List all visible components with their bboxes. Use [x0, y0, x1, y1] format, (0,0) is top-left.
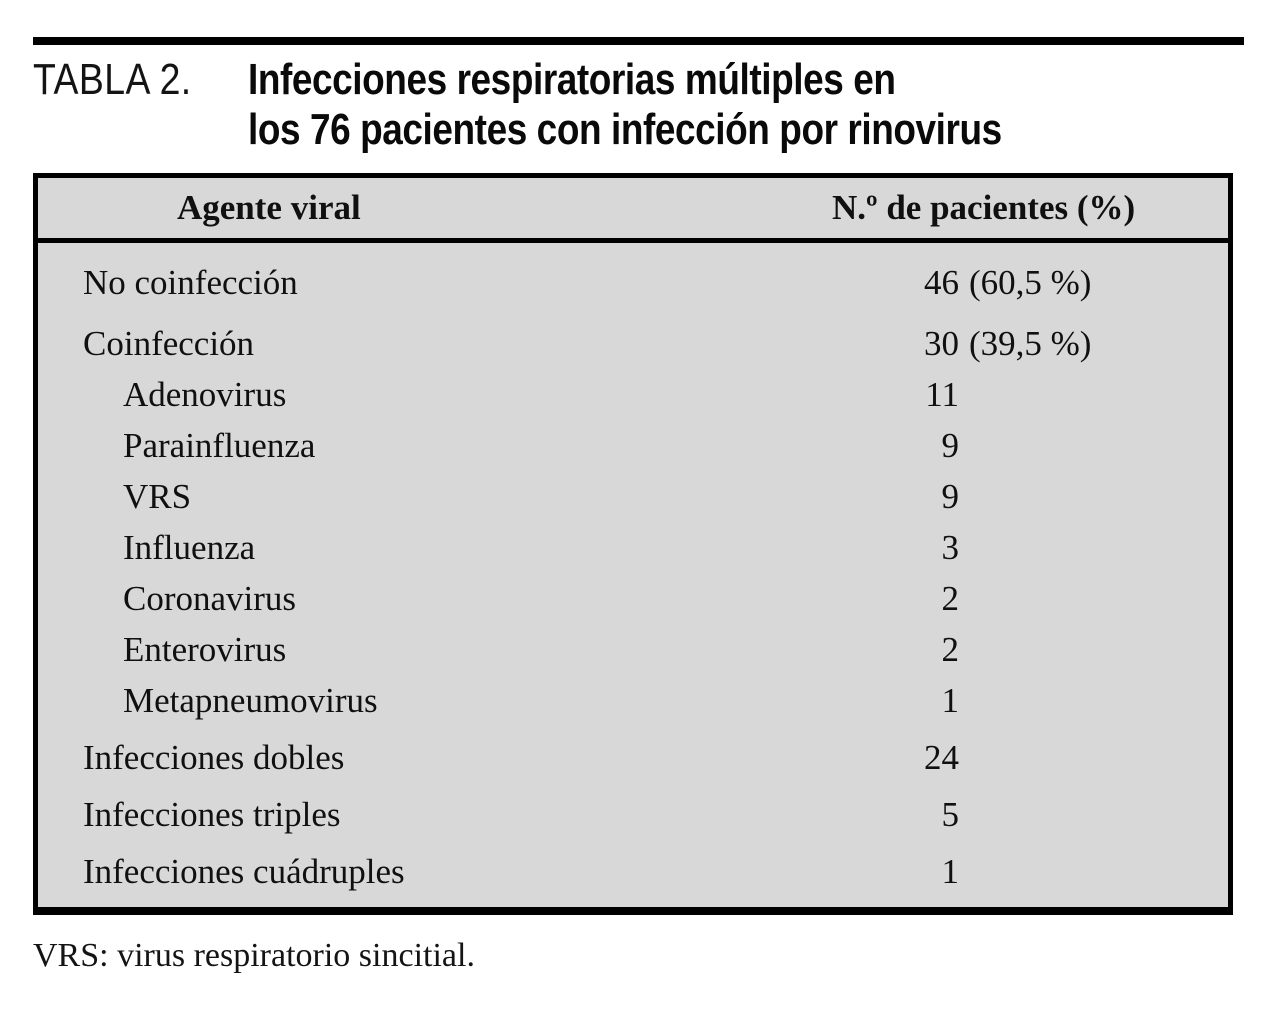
row-count: 9 — [941, 425, 960, 465]
row-value: 46 (60,5 %) — [895, 263, 1091, 303]
table-footnote: VRS: virus respiratorio sincitial. — [33, 937, 475, 974]
row-value: 9 — [895, 426, 969, 466]
top-rule-divider — [33, 37, 1244, 45]
table-row-coronavirus: Coronavirus 2 — [38, 573, 1228, 624]
row-value: 2 — [895, 579, 969, 619]
table-row-infecciones-dobles: Infecciones dobles 24 — [38, 732, 1228, 783]
row-count: 1 — [941, 851, 960, 891]
table-row-adenovirus: Adenovirus 11 — [38, 369, 1228, 420]
row-count: 30 — [924, 323, 959, 363]
row-value: 1 — [895, 681, 969, 721]
row-label: Enterovirus — [123, 629, 287, 669]
row-value: 2 — [895, 630, 969, 670]
row-count: 46 — [924, 262, 959, 302]
row-value: 5 — [895, 795, 969, 835]
row-value: 24 — [895, 738, 969, 778]
table-caption: TABLA 2. Infecciones respiratorias múlti… — [33, 55, 1244, 155]
row-percent: (60,5 %) — [969, 262, 1092, 302]
row-label: Metapneumovirus — [123, 680, 378, 720]
row-label: Coronavirus — [123, 578, 297, 618]
row-label: VRS — [123, 476, 192, 516]
table-caption-label: TABLA 2. — [33, 55, 192, 104]
table-row-coinfeccion: Coinfección 30 (39,5 %) — [38, 318, 1228, 369]
row-count: 2 — [941, 578, 960, 618]
row-label: Infecciones dobles — [83, 737, 345, 777]
row-value: 30 (39,5 %) — [895, 324, 1091, 364]
table-row-infecciones-triples: Infecciones triples 5 — [38, 789, 1228, 840]
row-value: 3 — [895, 528, 969, 568]
row-count: 3 — [941, 527, 960, 567]
row-count: 9 — [941, 476, 960, 516]
row-count: 1 — [941, 680, 960, 720]
row-count: 11 — [925, 374, 959, 414]
table-row-no-coinfeccion: No coinfección 46 (60,5 %) — [38, 257, 1228, 308]
row-percent: (39,5 %) — [969, 323, 1092, 363]
row-label: Infecciones triples — [83, 794, 341, 834]
table-caption-title-line2: los 76 pacientes con infección por rinov… — [248, 105, 1002, 154]
row-label: Parainfluenza — [123, 425, 316, 465]
row-label: Adenovirus — [123, 374, 287, 414]
row-value: 11 — [895, 375, 969, 415]
table-header-row: Agente viral N.º de pacientes (%) — [38, 178, 1228, 243]
table-row-influenza: Influenza 3 — [38, 522, 1228, 573]
row-count: 5 — [941, 794, 960, 834]
row-label: Infecciones cuádruples — [83, 851, 405, 891]
data-table: Agente viral N.º de pacientes (%) No coi… — [33, 173, 1233, 915]
table-row-metapneumovirus: Metapneumovirus 1 — [38, 675, 1228, 726]
table-row-parainfluenza: Parainfluenza 9 — [38, 420, 1228, 471]
column-header-agente-viral: Agente viral — [177, 188, 361, 227]
table-row-vrs: VRS 9 — [38, 471, 1228, 522]
column-header-num-pacientes: N.º de pacientes (%) — [832, 188, 1136, 227]
table-row-enterovirus: Enterovirus 2 — [38, 624, 1228, 675]
table-body: No coinfección 46 (60,5 %) Coinfección 3… — [38, 243, 1228, 907]
table-row-infecciones-cuadruples: Infecciones cuádruples 1 — [38, 846, 1228, 897]
row-count: 24 — [924, 737, 959, 777]
row-count: 2 — [941, 629, 960, 669]
table-caption-title-line1: Infecciones respiratorias múltiples en — [248, 55, 896, 104]
row-label: Influenza — [123, 527, 256, 567]
row-label: Coinfección — [83, 323, 255, 363]
row-value: 1 — [895, 852, 969, 892]
row-label: No coinfección — [83, 262, 298, 302]
row-value: 9 — [895, 477, 969, 517]
table-caption-title: Infecciones respiratorias múltiples en l… — [248, 55, 1002, 155]
